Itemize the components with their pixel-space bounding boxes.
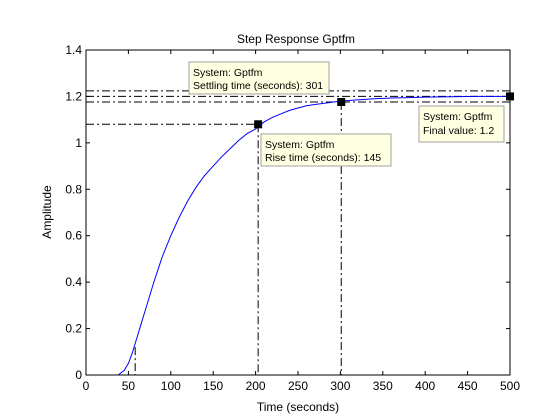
rise-marker[interactable]: [254, 120, 263, 129]
settling-tooltip-line1: System: Gptfm: [193, 67, 263, 79]
x-axis-label: Time (seconds): [257, 400, 339, 414]
chart-title: Step Response Gptfm: [237, 32, 355, 46]
step-response-line: [86, 95, 510, 376]
final-tooltip-line2: Final value: 1.2: [423, 125, 494, 137]
x-tick-label: 300: [330, 379, 350, 393]
y-axis-label: Amplitude: [40, 185, 54, 239]
y-tick-label: 0.4: [65, 275, 82, 289]
settling-marker[interactable]: [337, 98, 346, 106]
x-tick-label: 450: [458, 379, 478, 393]
final-tooltip-line1: System: Gptfm: [423, 111, 493, 123]
x-tick-label: 400: [415, 379, 435, 393]
y-tick-label: 1.4: [65, 43, 82, 57]
x-tick-label: 350: [373, 379, 393, 393]
y-tick-label: 0.8: [65, 182, 82, 196]
y-tick-label: 1: [75, 136, 82, 150]
y-tick-label: 0.2: [65, 322, 82, 336]
x-axis-ticks: 0 50 100 150 200 250 300 350 400 450 500: [83, 50, 520, 393]
rise-tooltip-line2: Rise time (seconds): 145: [265, 152, 381, 164]
final-value-tooltip[interactable]: System: Gptfm Final value: 1.2: [418, 105, 505, 143]
x-tick-label: 0: [83, 379, 90, 393]
plot-area: [86, 50, 510, 375]
y-tick-label: 0.6: [65, 229, 82, 243]
x-tick-label: 500: [500, 379, 520, 393]
y-tick-label: 1.2: [65, 89, 82, 103]
x-tick-label: 200: [246, 379, 266, 393]
x-tick-label: 50: [122, 379, 136, 393]
x-tick-label: 150: [203, 379, 223, 393]
rise-time-tooltip[interactable]: System: Gptfm Rise time (seconds): 145: [260, 133, 392, 167]
settling-tooltip-line2: Settling time (seconds): 301: [193, 80, 323, 92]
x-tick-label: 100: [161, 379, 181, 393]
y-axis-ticks: 0 0.2 0.4 0.6 0.8 1 1.2 1.4: [65, 43, 510, 382]
x-tick-label: 250: [288, 379, 308, 393]
y-tick-label: 0: [75, 368, 82, 382]
settling-time-tooltip[interactable]: System: Gptfm Settling time (seconds): 3…: [188, 61, 330, 95]
rise-tooltip-line1: System: Gptfm: [265, 139, 335, 151]
